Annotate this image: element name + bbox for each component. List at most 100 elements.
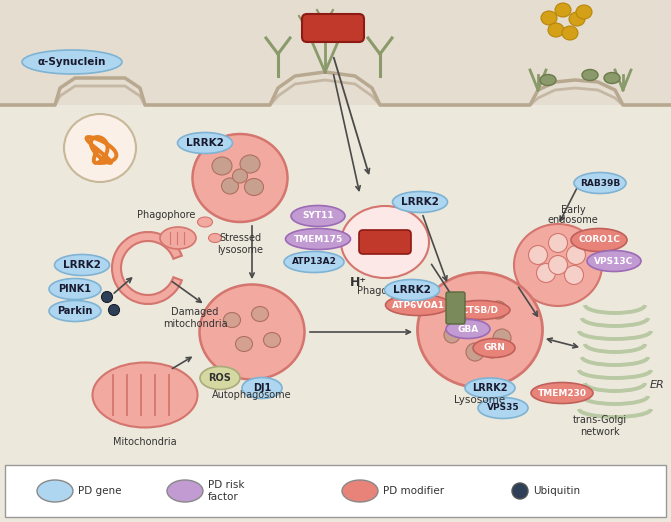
Ellipse shape [564,266,584,284]
Ellipse shape [540,75,556,86]
Text: Early: Early [561,205,585,215]
Text: VPS35: VPS35 [486,404,519,412]
Ellipse shape [531,383,593,404]
Polygon shape [0,0,671,105]
Ellipse shape [466,343,484,361]
Text: Damaged
mitochondria: Damaged mitochondria [162,307,227,329]
Ellipse shape [529,245,548,265]
Ellipse shape [548,23,564,37]
Ellipse shape [242,377,282,398]
Ellipse shape [209,233,221,243]
Ellipse shape [574,172,626,194]
Ellipse shape [252,306,268,322]
FancyBboxPatch shape [5,465,666,517]
Ellipse shape [167,480,203,502]
Ellipse shape [342,480,378,502]
Ellipse shape [240,155,260,173]
Ellipse shape [449,299,467,317]
Ellipse shape [341,206,429,278]
Ellipse shape [417,272,542,387]
Ellipse shape [489,301,507,319]
Ellipse shape [93,362,197,428]
Wedge shape [112,232,182,304]
Ellipse shape [576,5,592,19]
Ellipse shape [444,327,460,343]
Ellipse shape [284,252,344,272]
Ellipse shape [465,378,515,398]
Text: VPS13C: VPS13C [595,256,633,266]
Ellipse shape [571,229,627,252]
Ellipse shape [101,291,113,303]
Text: GBA: GBA [458,325,478,334]
Text: SYT11: SYT11 [302,211,333,220]
Text: trans-Golgi
network: trans-Golgi network [573,415,627,436]
FancyBboxPatch shape [446,292,465,324]
Ellipse shape [37,480,73,502]
Text: RAB39B: RAB39B [580,179,620,187]
Text: CTSB/D: CTSB/D [462,305,499,314]
Text: Mitochondria: Mitochondria [113,437,177,447]
Text: Stressed
lysosome: Stressed lysosome [217,233,263,255]
Text: PINK1: PINK1 [58,284,91,294]
Ellipse shape [450,301,510,319]
Ellipse shape [109,304,119,315]
Text: α-Synuclein: α-Synuclein [38,57,106,67]
Text: LRRK2: LRRK2 [63,260,101,270]
Text: ATP6VOA1: ATP6VOA1 [391,301,444,310]
Ellipse shape [244,179,264,196]
Text: PD modifier: PD modifier [383,486,444,496]
Ellipse shape [562,26,578,40]
Ellipse shape [49,301,101,322]
Text: Autophagosome: Autophagosome [212,390,292,400]
Ellipse shape [541,11,557,25]
Ellipse shape [200,366,240,389]
Text: ROS: ROS [209,373,231,383]
Ellipse shape [512,483,528,499]
Ellipse shape [212,157,232,175]
Ellipse shape [264,333,280,348]
Text: Phagosome: Phagosome [356,286,413,296]
Text: Parkin: Parkin [57,306,93,316]
Ellipse shape [514,224,602,306]
Text: endosome: endosome [548,215,599,225]
Text: PD gene: PD gene [78,486,121,496]
Text: TMEM175: TMEM175 [293,234,343,243]
FancyBboxPatch shape [0,105,671,522]
Ellipse shape [484,342,500,358]
Text: Phagophore: Phagophore [137,210,195,220]
Ellipse shape [384,279,440,301]
Ellipse shape [393,192,448,212]
Ellipse shape [291,206,345,227]
Text: ER: ER [650,380,664,390]
Ellipse shape [160,227,196,249]
Text: ATP13A2: ATP13A2 [292,257,336,267]
FancyBboxPatch shape [0,0,671,105]
Text: LRRK2: LRRK2 [186,138,224,148]
Text: LRRK2: LRRK2 [393,285,431,295]
Text: CORO1C: CORO1C [578,235,620,244]
Text: H⁺: H⁺ [350,276,366,289]
Ellipse shape [386,294,450,315]
Ellipse shape [223,313,240,327]
FancyBboxPatch shape [359,230,411,254]
Ellipse shape [473,338,515,358]
Text: DJ1: DJ1 [253,383,271,393]
Ellipse shape [49,279,101,300]
Ellipse shape [199,284,305,379]
Ellipse shape [604,73,620,84]
Ellipse shape [566,245,586,265]
Ellipse shape [548,233,568,253]
Text: GRN: GRN [483,343,505,352]
Ellipse shape [236,337,252,351]
Ellipse shape [548,255,568,275]
Ellipse shape [555,3,571,17]
Ellipse shape [197,217,213,227]
Text: LRRK2: LRRK2 [472,383,508,393]
Ellipse shape [478,397,528,419]
Ellipse shape [221,178,238,194]
FancyBboxPatch shape [302,14,364,42]
Text: Ubiquitin: Ubiquitin [533,486,580,496]
Ellipse shape [178,133,232,153]
Ellipse shape [446,319,490,338]
Ellipse shape [587,251,641,271]
